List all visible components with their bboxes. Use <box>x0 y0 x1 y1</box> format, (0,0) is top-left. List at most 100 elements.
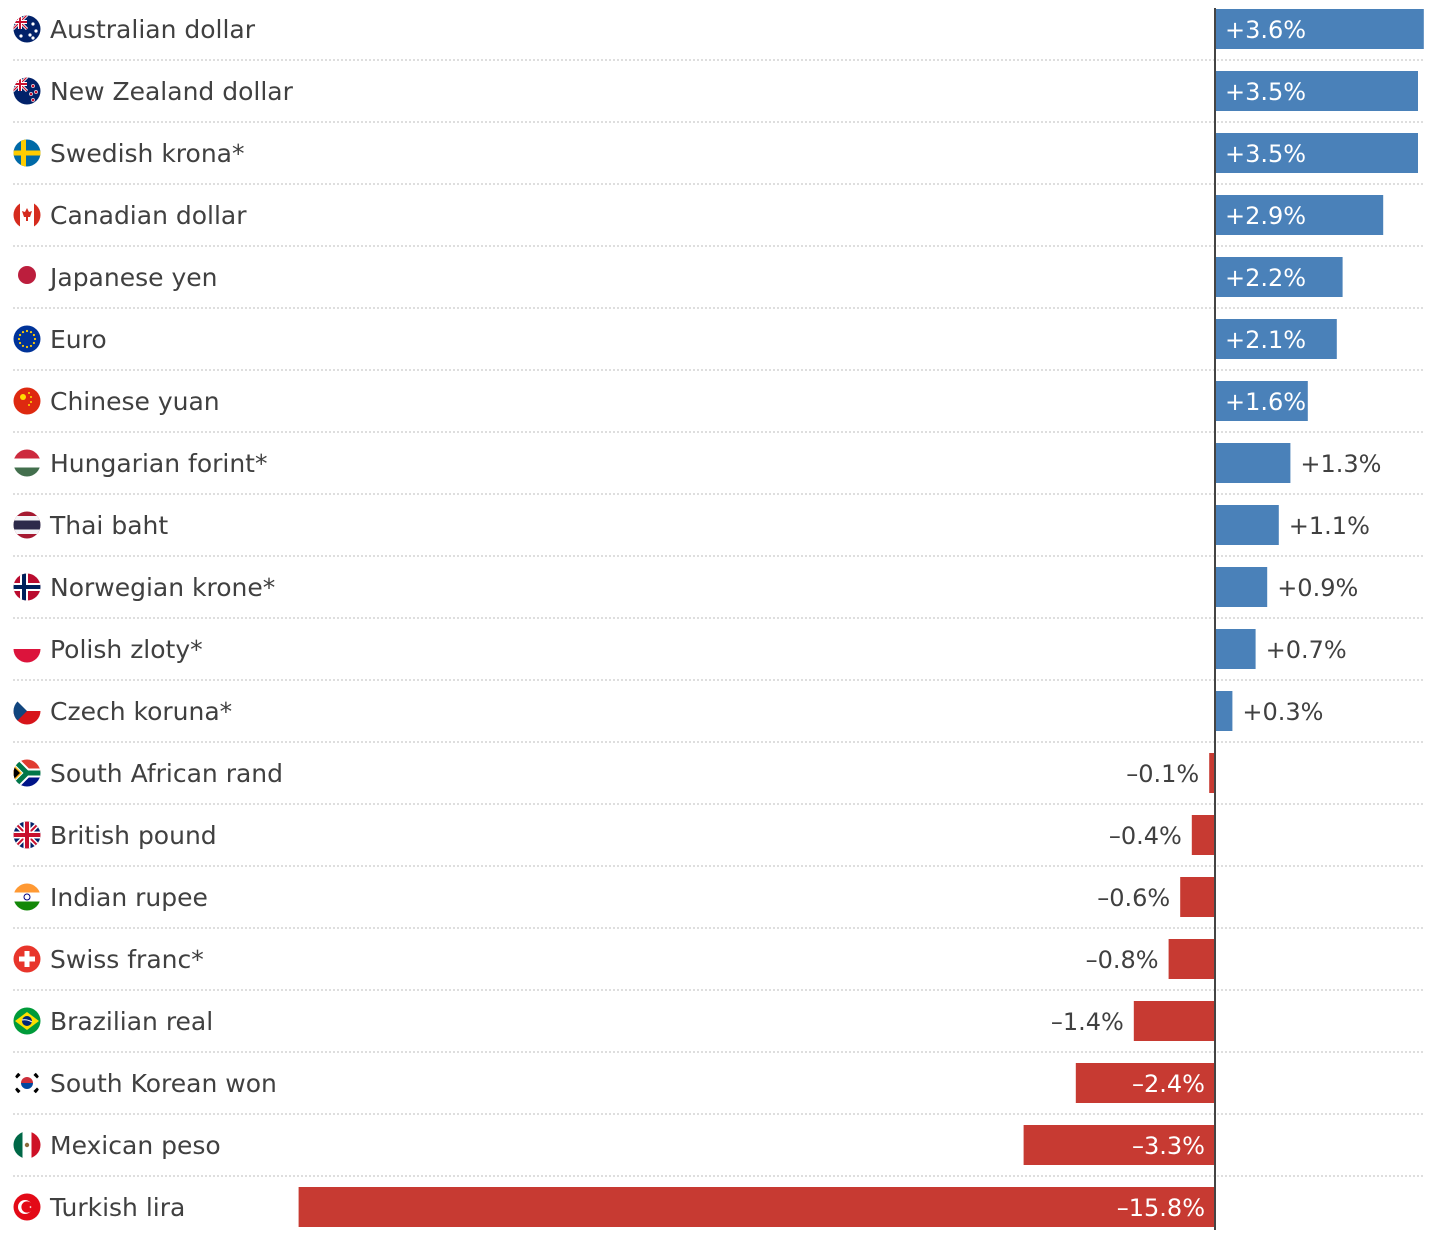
chart-row: Swiss franc* –0.8% <box>13 939 1424 991</box>
south-africa-flag-icon <box>13 759 41 787</box>
value-label: +2.2% <box>1225 264 1306 292</box>
currency-label: Chinese yuan <box>50 387 220 416</box>
chart-row: Turkish lira –15.8% <box>13 1187 1216 1227</box>
japan-flag-icon <box>13 263 41 291</box>
value-label: +1.1% <box>1289 512 1370 540</box>
mexico-flag-icon <box>13 1131 41 1159</box>
chart-row: Australian dollar +3.6% <box>13 9 1424 61</box>
value-label: –0.1% <box>1126 760 1199 788</box>
currency-label: Swedish krona* <box>50 139 245 168</box>
currency-label: South Korean won <box>50 1069 277 1098</box>
value-label: +0.3% <box>1242 698 1323 726</box>
chart-row: Canadian dollar +2.9% <box>13 195 1424 247</box>
value-label: –3.3% <box>1132 1132 1205 1160</box>
chart-row: Polish zloty* +0.7% <box>13 629 1424 681</box>
thailand-flag-icon <box>13 511 41 539</box>
bar <box>1215 9 1424 49</box>
chart-row: Norwegian krone* +0.9% <box>13 567 1424 619</box>
currency-label: Japanese yen <box>48 263 217 292</box>
chart-row: Czech koruna* +0.3% <box>13 691 1424 743</box>
currency-label: Norwegian krone* <box>50 573 275 602</box>
value-label: –1.4% <box>1051 1008 1124 1036</box>
currency-label: Euro <box>50 325 107 354</box>
turkey-flag-icon <box>13 1193 41 1221</box>
currency-label: Canadian dollar <box>50 201 247 230</box>
currency-label: Turkish lira <box>49 1193 185 1222</box>
bar <box>1215 381 1308 421</box>
chart-row: Japanese yen +2.2% <box>13 257 1424 309</box>
value-label: +3.5% <box>1225 140 1306 168</box>
value-label: +2.9% <box>1225 202 1306 230</box>
bar <box>1209 753 1215 793</box>
czech-flag-icon <box>13 697 41 725</box>
value-label: +1.6% <box>1225 388 1306 416</box>
currency-label: Indian rupee <box>50 883 208 912</box>
value-label: +2.1% <box>1225 326 1306 354</box>
currency-label: Hungarian forint* <box>50 449 267 478</box>
currency-label: South African rand <box>50 759 283 788</box>
bar <box>1180 877 1215 917</box>
currency-label: British pound <box>50 821 217 850</box>
bar <box>1215 319 1337 359</box>
switzerland-flag-icon <box>13 945 41 973</box>
chart-row: Chinese yuan +1.6% <box>13 381 1424 433</box>
south-korea-flag-icon <box>13 1069 41 1097</box>
india-flag-icon <box>13 883 41 911</box>
rows: Australian dollar +3.6% New Zealand dollar… <box>13 9 1424 1227</box>
australia-flag-icon <box>13 15 41 43</box>
currency-label: Thai baht <box>49 511 168 540</box>
chart-row: South Korean won –2.4% <box>13 1063 1424 1115</box>
value-label: –2.4% <box>1132 1070 1205 1098</box>
value-label: –0.8% <box>1086 946 1159 974</box>
chart-row: Indian rupee –0.6% <box>13 877 1424 929</box>
currency-label: Australian dollar <box>50 15 256 44</box>
bar <box>1215 257 1343 297</box>
hungary-flag-icon <box>13 449 41 477</box>
bar <box>1215 505 1279 545</box>
chart-row: New Zealand dollar +3.5% <box>13 71 1424 123</box>
value-label: +3.6% <box>1225 16 1306 44</box>
currency-label: Polish zloty* <box>50 635 203 664</box>
bar <box>1215 71 1418 111</box>
bar <box>1215 195 1384 235</box>
value-label: +0.7% <box>1266 636 1347 664</box>
bar <box>1215 691 1233 731</box>
value-label: +0.9% <box>1277 574 1358 602</box>
china-flag-icon <box>13 387 41 415</box>
bar <box>1215 133 1418 173</box>
chart-row: British pound –0.4% <box>13 815 1424 867</box>
bar <box>1215 629 1256 669</box>
poland-flag-icon <box>13 635 41 663</box>
chart-row: Swedish krona* +3.5% <box>13 133 1424 185</box>
norway-flag-icon <box>13 573 41 601</box>
value-label: –15.8% <box>1117 1194 1205 1222</box>
eu-flag-icon <box>13 325 41 353</box>
uk-flag-icon <box>13 821 41 849</box>
value-label: –0.4% <box>1109 822 1182 850</box>
currency-label: New Zealand dollar <box>50 77 294 106</box>
bar <box>1023 1125 1215 1165</box>
bar <box>1133 1001 1215 1041</box>
new-zealand-flag-icon <box>13 77 41 105</box>
currency-label: Brazilian real <box>50 1007 213 1036</box>
bar <box>1075 1063 1215 1103</box>
value-label: +1.3% <box>1300 450 1381 478</box>
bar <box>298 1187 1216 1227</box>
currency-label: Swiss franc* <box>50 945 204 974</box>
bar <box>1191 815 1215 855</box>
canada-flag-icon <box>13 201 41 229</box>
sweden-flag-icon <box>13 139 41 167</box>
chart-row: Euro +2.1% <box>13 319 1424 371</box>
bar <box>1215 567 1268 607</box>
bar <box>1215 443 1291 483</box>
chart-row: South African rand –0.1% <box>13 753 1424 805</box>
currency-label: Mexican peso <box>50 1131 221 1160</box>
bar <box>1168 939 1215 979</box>
chart-row: Brazilian real –1.4% <box>13 1001 1424 1053</box>
value-label: –0.6% <box>1097 884 1170 912</box>
currency-label: Czech koruna* <box>50 697 232 726</box>
brazil-flag-icon <box>13 1007 41 1035</box>
chart-row: Mexican peso –3.3% <box>13 1125 1424 1177</box>
chart-row: Thai baht +1.1% <box>13 505 1424 557</box>
